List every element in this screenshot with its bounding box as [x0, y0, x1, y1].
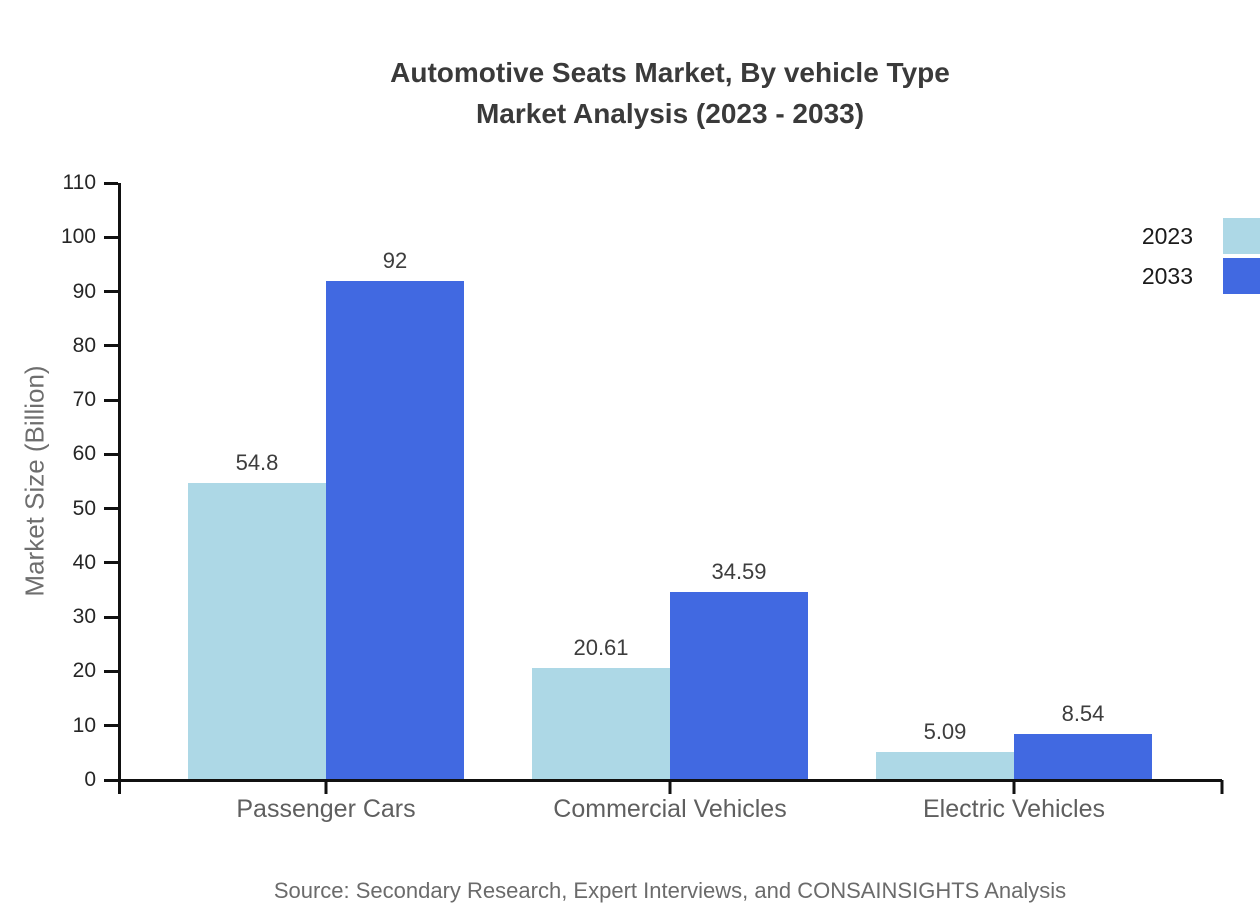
- legend-swatch: [1223, 218, 1260, 254]
- bar-value-label: 20.61: [573, 635, 629, 661]
- x-tick-mark: [1220, 780, 1224, 794]
- bar-value-label: 8.54: [1061, 700, 1105, 726]
- y-tick-label: 90: [72, 279, 96, 303]
- y-tick-mark: [104, 181, 118, 185]
- bar-2023-electric-vehicles: [876, 752, 1014, 780]
- y-tick-mark: [104, 235, 118, 239]
- x-tick-mark: [1012, 780, 1016, 794]
- y-tick-label: 40: [72, 550, 96, 574]
- x-tick-mark: [324, 780, 328, 794]
- category-label-passenger-cars: Passenger Cars: [236, 795, 416, 823]
- bar-value-label: 34.59: [711, 559, 767, 585]
- legend-item-2023: 2023: [1142, 218, 1260, 254]
- chart-title-line1: Automotive Seats Market, By vehicle Type: [390, 57, 950, 88]
- y-tick-mark: [104, 615, 118, 619]
- y-tick-mark: [104, 507, 118, 511]
- chart-title: Automotive Seats Market, By vehicle Type…: [118, 52, 1222, 134]
- y-tick-label: 70: [72, 388, 96, 412]
- legend-label: 2033: [1141, 262, 1193, 289]
- y-tick-mark: [104, 724, 118, 728]
- bar-value-label: 54.8: [235, 449, 279, 475]
- legend-label: 2023: [1141, 222, 1193, 249]
- y-tick-mark: [104, 561, 118, 565]
- y-tick-mark: [104, 669, 118, 673]
- bar-2023-passenger-cars: [188, 482, 326, 780]
- legend-swatch: [1223, 258, 1260, 294]
- category-label-electric-vehicles: Electric Vehicles: [922, 795, 1106, 823]
- bar-2023-commercial-vehicles: [532, 668, 670, 780]
- y-tick-label: 110: [62, 171, 96, 194]
- legend: 2023 2033: [1142, 218, 1260, 298]
- bar-value-label: 5.09: [923, 719, 967, 745]
- bar-2033-passenger-cars: [326, 280, 464, 780]
- y-tick-label: 80: [72, 333, 96, 357]
- y-tick-mark: [104, 452, 118, 456]
- bar-2033-commercial-vehicles: [670, 592, 808, 780]
- y-tick-label: 60: [72, 442, 96, 466]
- y-tick-label: 20: [72, 659, 96, 683]
- y-tick-mark: [104, 778, 118, 782]
- y-tick-mark: [104, 398, 118, 402]
- x-tick-mark: [668, 780, 672, 794]
- source-note: Source: Secondary Research, Expert Inter…: [273, 878, 1067, 903]
- y-tick-label: 100: [60, 225, 96, 249]
- legend-item-2033: 2033: [1142, 258, 1260, 294]
- bar-2033-electric-vehicles: [1014, 733, 1152, 780]
- y-tick-mark: [104, 344, 118, 348]
- y-tick-mark: [104, 290, 118, 294]
- category-label-commercial-vehicles: Commercial Vehicles: [553, 795, 787, 823]
- y-tick-label: 50: [72, 496, 96, 520]
- plot-area: 0 10 20 30 40 50 60 70 80 90 100 110 54.8 92 20.61 34.…: [61, 171, 1224, 823]
- bar-value-label: 92: [382, 247, 408, 273]
- y-tick-label: 10: [72, 713, 96, 737]
- y-tick-label: 30: [72, 605, 96, 629]
- y-axis-line: [118, 183, 121, 794]
- y-tick-label: 0: [84, 768, 96, 791]
- chart-title-line2: Market Analysis (2023 - 2033): [475, 98, 865, 129]
